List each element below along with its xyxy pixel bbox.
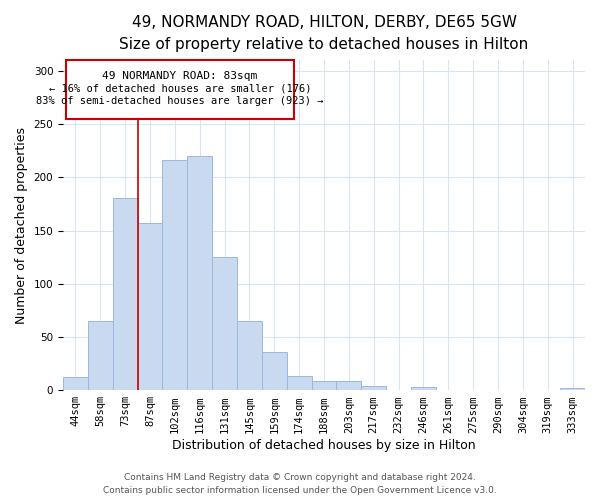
Bar — [262, 352, 287, 390]
Text: ← 16% of detached houses are smaller (176): ← 16% of detached houses are smaller (17… — [49, 84, 311, 94]
Bar — [337, 380, 361, 390]
Title: 49, NORMANDY ROAD, HILTON, DERBY, DE65 5GW
Size of property relative to detached: 49, NORMANDY ROAD, HILTON, DERBY, DE65 5… — [119, 15, 529, 52]
Bar — [88, 321, 113, 390]
Bar — [187, 156, 212, 390]
Bar — [287, 376, 311, 390]
Bar — [212, 257, 237, 390]
FancyBboxPatch shape — [65, 60, 294, 119]
Y-axis label: Number of detached properties: Number of detached properties — [15, 127, 28, 324]
Bar — [311, 380, 337, 390]
Text: 49 NORMANDY ROAD: 83sqm: 49 NORMANDY ROAD: 83sqm — [102, 71, 257, 81]
X-axis label: Distribution of detached houses by size in Hilton: Distribution of detached houses by size … — [172, 440, 476, 452]
Bar — [361, 386, 386, 390]
Text: 83% of semi-detached houses are larger (923) →: 83% of semi-detached houses are larger (… — [36, 96, 323, 106]
Text: Contains HM Land Registry data © Crown copyright and database right 2024.
Contai: Contains HM Land Registry data © Crown c… — [103, 474, 497, 495]
Bar — [237, 321, 262, 390]
Bar — [137, 223, 163, 390]
Bar — [163, 160, 187, 390]
Bar — [63, 378, 88, 390]
Bar — [113, 198, 137, 390]
Bar — [411, 387, 436, 390]
Bar — [560, 388, 585, 390]
